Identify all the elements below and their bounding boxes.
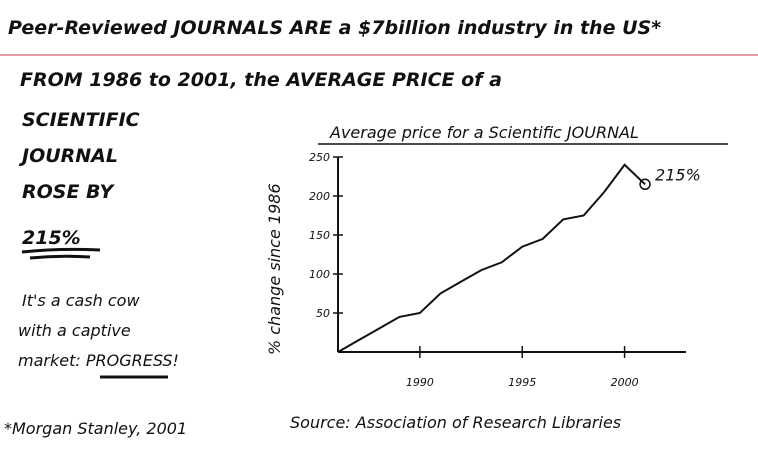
note-text: It's a cash cow <box>22 291 140 310</box>
y-tick-label: 100 <box>309 268 330 281</box>
y-axis-label: % change since 1986 <box>265 183 284 355</box>
end-marker <box>639 178 651 191</box>
y-tick-label: 50 <box>316 307 330 320</box>
note-text: market: PROGRESS! <box>18 351 179 370</box>
x-tick-label: 2000 <box>611 376 639 389</box>
x-tick-label: 1995 <box>508 376 536 389</box>
side-text: 215% <box>22 227 81 249</box>
note-text: with a captive <box>18 321 131 340</box>
annotation: 215% <box>655 165 701 184</box>
heading: FROM 1986 to 2001, the AVERAGE PRICE of … <box>20 69 502 91</box>
underline <box>21 247 101 260</box>
price-line <box>337 163 646 353</box>
side-text: SCIENTIFIC <box>22 109 140 131</box>
y-tick-label: 150 <box>309 229 330 242</box>
chart-title: Average price for a Scientific JOURNAL <box>329 123 639 142</box>
footnote: *Morgan Stanley, 2001 <box>4 419 187 438</box>
y-tick-label: 200 <box>309 190 330 203</box>
x-tick-label: 1990 <box>406 376 434 389</box>
header: Peer-Reviewed JOURNALS ARE a $7billion i… <box>8 17 661 39</box>
side-text: ROSE BY <box>22 181 116 203</box>
source: Source: Association of Research Librarie… <box>290 413 621 432</box>
side-text: JOURNAL <box>18 145 118 167</box>
y-tick-label: 250 <box>309 151 330 164</box>
